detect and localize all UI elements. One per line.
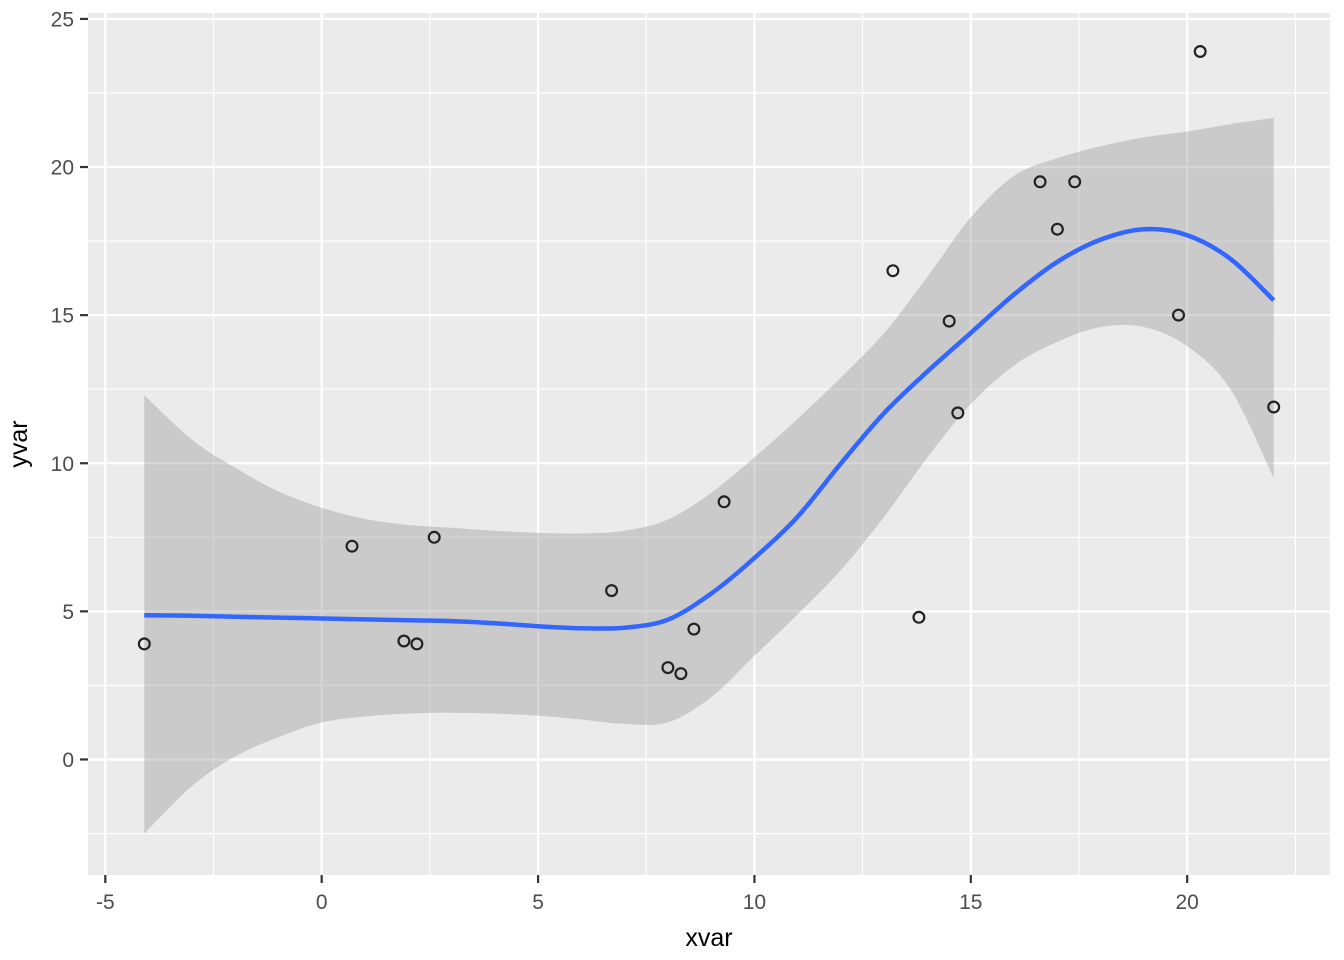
data-point	[951, 406, 965, 420]
data-point	[410, 637, 424, 651]
data-point	[674, 667, 688, 681]
data-point	[1050, 222, 1064, 236]
data-point	[1033, 175, 1047, 189]
major-gridlines	[88, 13, 1330, 875]
data-point	[137, 637, 151, 651]
y-tick-label: 0	[62, 749, 74, 772]
data-points	[137, 44, 1281, 681]
x-tick-label: 15	[959, 891, 982, 914]
data-point	[687, 622, 701, 636]
data-point	[397, 634, 411, 648]
x-axis-title: xvar	[685, 924, 732, 952]
data-point	[886, 264, 900, 278]
x-axis-tick-labels: -5 0 5 10 15 20	[96, 891, 1199, 914]
data-point	[1193, 44, 1207, 58]
data-point	[345, 539, 359, 553]
y-tick-label: 15	[51, 305, 74, 328]
data-point	[717, 495, 731, 509]
y-tick-label: 25	[51, 8, 74, 31]
x-tick-label: 10	[743, 891, 766, 914]
y-tick-label: 5	[62, 601, 74, 624]
y-axis-title: yvar	[5, 420, 33, 467]
smooth-line	[144, 226, 1276, 631]
panel-background	[88, 13, 1330, 875]
y-axis-tick-marks	[80, 17, 88, 761]
data-point	[605, 584, 619, 598]
x-tick-label: 5	[532, 891, 544, 914]
data-point	[942, 314, 956, 328]
y-axis-tick-labels: 0 5 10 15 20 25	[51, 8, 74, 772]
data-point	[1068, 175, 1082, 189]
data-point	[1267, 400, 1281, 414]
x-tick-label: -5	[96, 891, 115, 914]
data-point	[427, 530, 441, 544]
confidence-band	[144, 117, 1274, 834]
data-point	[912, 610, 926, 624]
minor-gridlines	[88, 13, 1330, 875]
x-tick-label: 0	[316, 891, 328, 914]
y-tick-label: 10	[51, 453, 74, 476]
data-point	[661, 661, 675, 675]
x-axis-tick-marks	[104, 875, 1189, 883]
x-tick-label: 20	[1176, 891, 1199, 914]
y-tick-label: 20	[51, 157, 74, 180]
data-point	[1171, 308, 1185, 322]
